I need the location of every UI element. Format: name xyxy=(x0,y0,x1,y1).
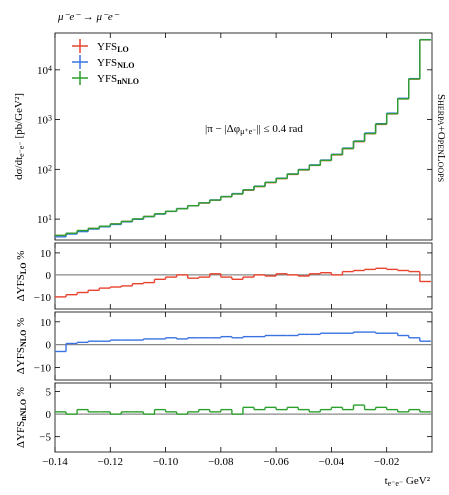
y-tick-label-part: 10 xyxy=(37,115,49,127)
legend-label-part: nNLO xyxy=(117,77,139,86)
y-tick-label: 0 xyxy=(46,409,52,421)
y-tick-label-part: 3 xyxy=(48,113,52,122)
y-tick-label: 0 xyxy=(46,270,52,282)
y-axis-label: ΔYFSNLO % xyxy=(15,318,28,375)
y-tick-label: −10 xyxy=(34,292,52,304)
x-tick-label: −0.12 xyxy=(98,456,123,468)
y-axis-label-part: ΔYFS xyxy=(15,347,27,374)
y-axis-label: ΔYFSLO % xyxy=(15,251,28,302)
legend-label-part: YFS xyxy=(97,73,117,85)
x-axis-label-part: t xyxy=(385,475,388,487)
panel-frame xyxy=(54,382,433,453)
y-tick-label-part: 1 xyxy=(48,213,52,222)
y-tick-label: −5 xyxy=(39,432,51,444)
y-tick-label: 10 xyxy=(40,317,52,329)
y-axis-label-part: e⁻e⁻ xyxy=(17,141,26,157)
annotation-part: |π − |Δφ xyxy=(205,123,240,135)
x-tick-label: −0.14 xyxy=(42,456,68,468)
y-tick-label-part: 4 xyxy=(48,64,52,73)
legend-label-part: YFS xyxy=(97,57,117,69)
x-tick-label: −0.04 xyxy=(319,456,345,468)
y-axis-label: ΔYFSnNLO % xyxy=(15,387,28,448)
annotation-part: || ≤ 0.4 rad xyxy=(256,123,303,135)
y-axis-label-part: LO xyxy=(19,263,28,275)
y-tick-label-part: 10 xyxy=(37,214,49,226)
x-axis-label: te⁻e⁻ GeV² xyxy=(385,475,431,488)
y-axis-label-part: % xyxy=(15,387,27,399)
annotation: |π − |Δφμ⁺e⁻|| ≤ 0.4 rad xyxy=(205,123,303,136)
panel-frame xyxy=(54,32,433,241)
y-tick-label: 104 xyxy=(37,64,52,77)
chart-title: μ⁻e⁻ → μ⁻e⁻ xyxy=(57,11,120,23)
y-tick-label: 5 xyxy=(46,387,52,399)
y-axis-label-part: nNLO xyxy=(19,399,28,421)
legend-label: YFSNLO xyxy=(97,57,135,70)
y-tick-label-part: 10 xyxy=(37,164,49,176)
y-tick-label-part: 2 xyxy=(48,163,52,172)
y-axis-label-part: dσ/dt xyxy=(13,157,25,180)
y-tick-label: 102 xyxy=(37,163,52,176)
annotation-part: μ⁺e⁻ xyxy=(240,127,256,136)
x-tick-label: −0.10 xyxy=(153,456,179,468)
panel-frame xyxy=(54,242,433,310)
y-axis-label: dσ/dte⁻e⁻ [pb/GeV²] xyxy=(13,93,26,180)
legend-label-part: LO xyxy=(117,45,129,54)
x-tick-label: −0.08 xyxy=(208,456,234,468)
y-tick-label: 10 xyxy=(40,248,52,260)
y-tick-label-part: 10 xyxy=(37,65,49,77)
y-axis-label-part: % xyxy=(15,318,27,330)
y-tick-label: 103 xyxy=(37,113,52,126)
y-axis-label-part: % xyxy=(15,251,27,263)
legend-label-part: NLO xyxy=(117,61,134,70)
y-tick-label: −10 xyxy=(34,362,52,374)
y-tick-label: 0 xyxy=(46,340,52,352)
side-label: Sherpa+OpenLoops xyxy=(435,94,447,182)
y-axis-label-part: [pb/GeV²] xyxy=(13,93,25,141)
legend-label: YFSLO xyxy=(97,41,129,54)
legend-label-part: YFS xyxy=(97,41,117,53)
y-axis-label-part: ΔYFS xyxy=(15,274,27,301)
y-axis-label-part: NLO xyxy=(19,330,28,347)
y-axis-label-part: ΔYFS xyxy=(15,421,27,448)
y-tick-label: 101 xyxy=(37,213,52,226)
panel-frame xyxy=(54,311,433,381)
x-axis-label-part: e⁻e⁻ xyxy=(388,479,404,488)
x-tick-label: −0.02 xyxy=(374,456,399,468)
x-tick-label: −0.06 xyxy=(263,456,289,468)
x-axis-label-part: GeV² xyxy=(403,475,431,487)
legend-label: YFSnNLO xyxy=(97,73,139,86)
